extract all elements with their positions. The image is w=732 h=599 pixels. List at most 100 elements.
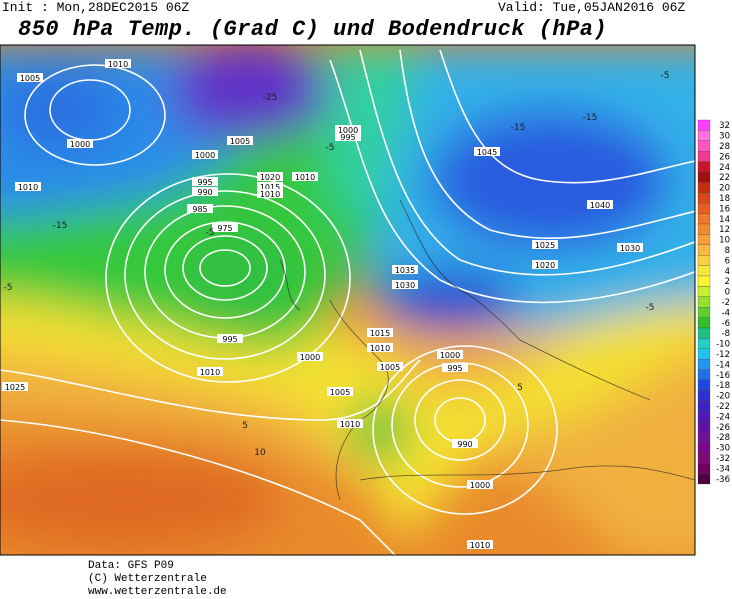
scale-label: -20 xyxy=(716,392,730,402)
scale-label: 22 xyxy=(719,173,730,183)
temperature-label: -5 xyxy=(661,71,670,81)
isobar-label: 995 xyxy=(197,178,212,187)
temperature-label: -5 xyxy=(206,228,215,238)
scale-label: 2 xyxy=(725,277,730,287)
isobar-label: 1010 xyxy=(108,60,128,69)
scale-label: -24 xyxy=(716,412,730,422)
isobar-label: 1005 xyxy=(20,74,40,83)
isobar-label-bg xyxy=(257,172,283,181)
scale-swatch xyxy=(697,223,711,235)
isobar-label-bg xyxy=(187,204,213,213)
scale-label: 16 xyxy=(719,204,730,214)
isobar-label: 1000 xyxy=(338,126,358,135)
scale-label: -6 xyxy=(722,319,730,329)
isobar-label-bg xyxy=(292,172,318,181)
temperature-label: 5 xyxy=(517,383,523,393)
scale-swatch xyxy=(697,421,711,433)
scale-label: 10 xyxy=(719,236,730,246)
scale-label: -28 xyxy=(716,433,730,443)
scale-swatch xyxy=(697,275,711,287)
temperature-label: -15 xyxy=(583,113,598,123)
scale-swatch xyxy=(697,307,711,318)
isobar-label-bg xyxy=(297,352,323,361)
isobar-label-bg xyxy=(257,189,283,198)
scale-label: 12 xyxy=(719,225,730,235)
scale-label: 18 xyxy=(719,194,730,204)
scale-label: -32 xyxy=(716,454,730,464)
scale-label: -2 xyxy=(722,298,730,308)
isobar-label-bg xyxy=(192,177,218,186)
isobar-label: 1015 xyxy=(260,183,280,192)
isobar-label: 990 xyxy=(457,440,472,449)
isobar-label: 995 xyxy=(447,364,462,373)
scale-swatch xyxy=(697,140,711,152)
isobar-label-bg xyxy=(437,350,463,359)
isobar-label-bg xyxy=(367,328,393,337)
scale-swatch xyxy=(697,463,711,474)
isobar-label-bg xyxy=(197,367,223,376)
isobar-label-bg xyxy=(367,343,393,352)
isobar-label: 995 xyxy=(340,133,355,142)
temperature-label: -25 xyxy=(263,93,278,103)
isobar-label-bg xyxy=(467,480,493,489)
isobar-label: 1000 xyxy=(70,140,90,149)
scale-label: 32 xyxy=(719,121,730,131)
scale-swatch xyxy=(697,400,711,412)
scale-swatch xyxy=(697,286,711,297)
scale-swatch xyxy=(697,182,711,193)
scale-swatch xyxy=(697,171,711,183)
temperature-label: -5 xyxy=(646,303,655,313)
isobar-label: 1020 xyxy=(260,173,280,182)
scale-label: -30 xyxy=(716,444,730,454)
scale-label: -4 xyxy=(722,308,730,318)
init-time: Init : Mon,28DEC2015 06Z xyxy=(2,0,190,15)
scale-swatch xyxy=(697,369,711,381)
scale-swatch xyxy=(697,192,711,204)
isobar-label: 1020 xyxy=(535,261,555,270)
scale-swatch xyxy=(697,255,711,266)
isobar-label-bg xyxy=(257,182,283,191)
scale-label: 0 xyxy=(725,288,730,298)
isobar-label: 1035 xyxy=(395,266,415,275)
isobar-label-bg xyxy=(67,139,93,148)
temperature-label: -5 xyxy=(326,143,335,153)
scale-swatch xyxy=(697,379,711,391)
isobar-label-bg xyxy=(474,147,500,156)
isobar-label: 1015 xyxy=(370,329,390,338)
scale-swatch xyxy=(697,234,711,245)
scale-swatch xyxy=(697,130,711,141)
isobar-label-bg xyxy=(532,260,558,269)
isobar-label: 1005 xyxy=(330,388,350,397)
scale-swatch xyxy=(697,431,711,443)
scale-swatch xyxy=(697,265,711,277)
isobar-label-bg xyxy=(192,150,218,159)
isobar-label-bg xyxy=(377,362,403,371)
scale-label: -12 xyxy=(716,350,730,360)
scale-swatch xyxy=(697,338,711,349)
isobar-label-bg xyxy=(2,382,28,391)
temperature-label: -5 xyxy=(4,283,13,293)
isobar-label: 1010 xyxy=(260,190,280,199)
isobar-label-bg xyxy=(532,240,558,249)
website: www.wetterzentrale.de xyxy=(88,586,227,598)
scale-label: 6 xyxy=(725,256,730,266)
scale-swatch xyxy=(697,442,711,453)
scale-label: 4 xyxy=(725,267,730,277)
isobar-label: 995 xyxy=(222,335,237,344)
coastlines xyxy=(279,199,695,501)
isobar-label: 1005 xyxy=(380,363,400,372)
isobar-label: 1045 xyxy=(477,148,497,157)
scale-label: 8 xyxy=(725,246,730,256)
temperature-label: -15 xyxy=(511,123,526,133)
isobar-label: 985 xyxy=(192,205,207,214)
isobar-label: 975 xyxy=(217,224,232,233)
isobar-label: 1025 xyxy=(5,383,25,392)
isobar-label: 1000 xyxy=(440,351,460,360)
scale-swatch xyxy=(697,296,711,308)
scale-label: -34 xyxy=(716,464,730,474)
isobar-label: 1025 xyxy=(535,241,555,250)
isobar-label-bg xyxy=(105,59,131,68)
isobar-label-bg xyxy=(327,387,353,396)
isobar-label-bg xyxy=(17,73,43,82)
